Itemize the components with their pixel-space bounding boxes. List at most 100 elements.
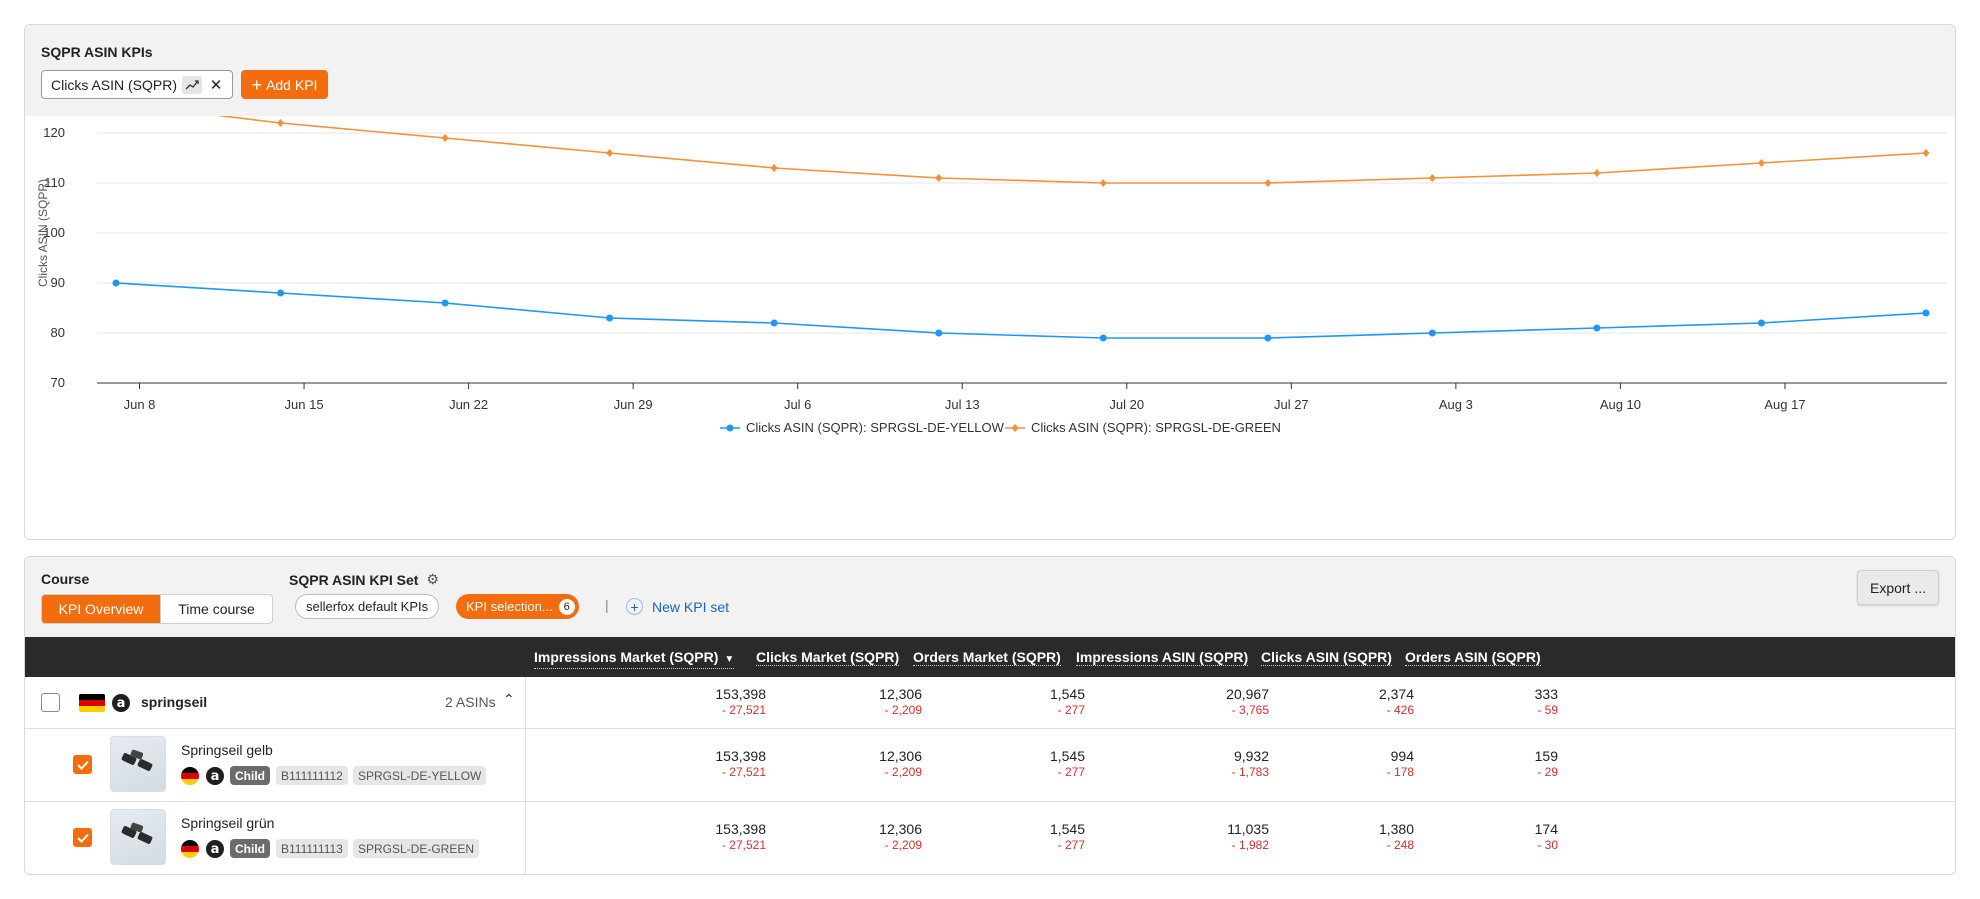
y-tick-label: 110 xyxy=(44,175,65,190)
cell-orders-asin: 333- 59 xyxy=(1414,686,1558,718)
plus-icon: + xyxy=(251,74,263,95)
x-tick-label: Jun 8 xyxy=(124,397,156,412)
row-checkbox[interactable] xyxy=(73,755,92,774)
asin-count: 2 ASINs xyxy=(445,694,496,710)
cell-impressions-asin: 11,035- 1,982 xyxy=(1085,821,1269,853)
cell-value: 1,380 xyxy=(1378,821,1414,837)
cell-impressions-asin: 9,932- 1,783 xyxy=(1085,748,1269,780)
child-badge: Child xyxy=(230,766,270,785)
table-row-child[interactable]: Springseil gelb a Child B111111112 SPRGS… xyxy=(25,729,1955,802)
legend-marker xyxy=(726,424,734,432)
cell-impressions-asin: 20,967- 3,765 xyxy=(1085,686,1269,718)
cell-delta: - 3,765 xyxy=(1231,703,1269,717)
cell-value: 11,035 xyxy=(1227,821,1269,837)
sort-desc-icon[interactable]: ▼ xyxy=(724,654,735,665)
course-label: Course xyxy=(41,571,90,587)
cell-impressions-market: 153,398- 27,521 xyxy=(525,748,766,780)
cell-clicks-market: 12,306- 2,209 xyxy=(766,821,922,853)
product-thumbnail[interactable] xyxy=(110,809,166,865)
data-point xyxy=(441,299,449,307)
cell-delta: - 59 xyxy=(1537,703,1558,717)
germany-flag-icon xyxy=(181,840,199,858)
chevron-up-icon[interactable]: ⌃ xyxy=(503,691,515,707)
cell-value: 333 xyxy=(1534,686,1558,702)
plus-circle-icon: + xyxy=(626,598,643,615)
cell-value: 12,306 xyxy=(879,686,922,702)
data-point xyxy=(277,289,285,297)
table-panel-header: Course KPI Overview Time course SQPR ASI… xyxy=(25,557,1955,637)
close-icon[interactable]: ✕ xyxy=(209,76,223,94)
data-point xyxy=(441,134,449,142)
column-header-clicks-market[interactable]: Clicks Market (SQPR) xyxy=(756,649,900,666)
cell-value: 153,398 xyxy=(715,748,766,764)
x-tick-label: Jun 29 xyxy=(614,397,653,412)
data-point xyxy=(1593,324,1601,332)
cell-delta: - 30 xyxy=(1537,838,1558,852)
kpi-chip-clicks-asin[interactable]: Clicks ASIN (SQPR) ✕ xyxy=(41,70,233,99)
cell-value: 1,545 xyxy=(1049,821,1085,837)
x-tick-label: Jun 15 xyxy=(285,397,324,412)
cell-delta: - 29 xyxy=(1537,765,1558,779)
trend-line-icon[interactable] xyxy=(182,75,202,94)
gear-icon[interactable]: ⚙ xyxy=(426,571,439,587)
tab-time-course[interactable]: Time course xyxy=(160,595,272,623)
cell-value: 159 xyxy=(1534,748,1558,764)
table-row-group[interactable]: a springseil 2 ASINs ⌃ 153,398- 27,521 1… xyxy=(25,677,1955,729)
kpi-selection-label: KPI selection... xyxy=(466,599,553,614)
cell-value: 1,545 xyxy=(1049,686,1085,702)
amazon-icon: a xyxy=(112,694,130,712)
amazon-icon: a xyxy=(206,840,224,858)
group-info-cell: a springseil 2 ASINs ⌃ xyxy=(25,677,526,728)
data-point xyxy=(1757,159,1765,167)
column-header-label: Impressions Market (SQPR) xyxy=(534,649,719,665)
column-header-impressions-asin[interactable]: Impressions ASIN (SQPR) xyxy=(1076,649,1249,666)
export-button[interactable]: Export ... xyxy=(1857,570,1939,605)
child-badge: Child xyxy=(230,839,270,858)
cell-value: 994 xyxy=(1390,748,1414,764)
product-name: Springseil gelb xyxy=(181,742,273,758)
cell-impressions-market: 153,398- 27,521 xyxy=(525,821,766,853)
row-checkbox[interactable] xyxy=(73,828,92,847)
cell-value: 153,398 xyxy=(715,821,766,837)
x-tick-label: Jun 22 xyxy=(449,397,488,412)
column-header-orders-market[interactable]: Orders Market (SQPR) xyxy=(913,649,1061,666)
y-tick-label: 90 xyxy=(51,275,65,290)
cell-orders-asin: 174- 30 xyxy=(1414,821,1558,853)
cell-orders-market: 1,545- 277 xyxy=(922,821,1085,853)
cell-orders-market: 1,545- 277 xyxy=(922,686,1085,718)
data-point xyxy=(770,319,778,327)
asin-badge: B111111113 xyxy=(276,839,348,858)
cell-delta: - 2,209 xyxy=(884,765,922,779)
column-header-impressions-market[interactable]: Impressions Market (SQPR) ▼ xyxy=(534,649,735,669)
product-thumbnail[interactable] xyxy=(110,736,166,792)
x-tick-label: Aug 10 xyxy=(1600,397,1641,412)
column-header-orders-asin[interactable]: Orders ASIN (SQPR) xyxy=(1405,649,1541,666)
legend-label: Clicks ASIN (SQPR): SPRGSL-DE-YELLOW xyxy=(746,420,1005,435)
y-tick-label: 100 xyxy=(43,225,65,240)
cell-value: 12,306 xyxy=(879,748,922,764)
add-kpi-label: Add KPI xyxy=(266,76,318,93)
new-kpi-set-button[interactable]: + New KPI set xyxy=(626,598,729,615)
cell-value: 9,932 xyxy=(1233,748,1269,764)
kpi-set-selection-pill[interactable]: KPI selection... 6 xyxy=(456,594,579,619)
cell-delta: - 277 xyxy=(1057,703,1085,717)
asin-badge: B111111112 xyxy=(276,766,348,785)
data-point xyxy=(770,164,778,172)
add-kpi-button[interactable]: + Add KPI xyxy=(241,70,328,99)
kpi-set-default-pill[interactable]: sellerfox default KPIs xyxy=(295,594,440,619)
group-checkbox[interactable] xyxy=(41,693,60,712)
line-chart: 130120110100908070Clicks ASIN (SQPR)Jun … xyxy=(36,116,1947,435)
cell-value: 20,967 xyxy=(1226,686,1269,702)
product-name: Springseil grün xyxy=(181,815,275,831)
tab-kpi-overview[interactable]: KPI Overview xyxy=(42,595,160,623)
cell-clicks-asin: 994- 178 xyxy=(1269,748,1414,780)
divider: | xyxy=(605,597,609,613)
y-tick-label: 70 xyxy=(51,375,65,390)
column-header-clicks-asin[interactable]: Clicks ASIN (SQPR) xyxy=(1261,649,1392,666)
data-point xyxy=(1099,334,1107,342)
y-axis-label: Clicks ASIN (SQPR) xyxy=(36,179,50,287)
cell-delta: - 248 xyxy=(1386,838,1414,852)
x-tick-label: Aug 3 xyxy=(1439,397,1473,412)
table-row-child[interactable]: Springseil grün a Child B111111113 SPRGS… xyxy=(25,802,1955,874)
cell-delta: - 1,783 xyxy=(1231,765,1269,779)
